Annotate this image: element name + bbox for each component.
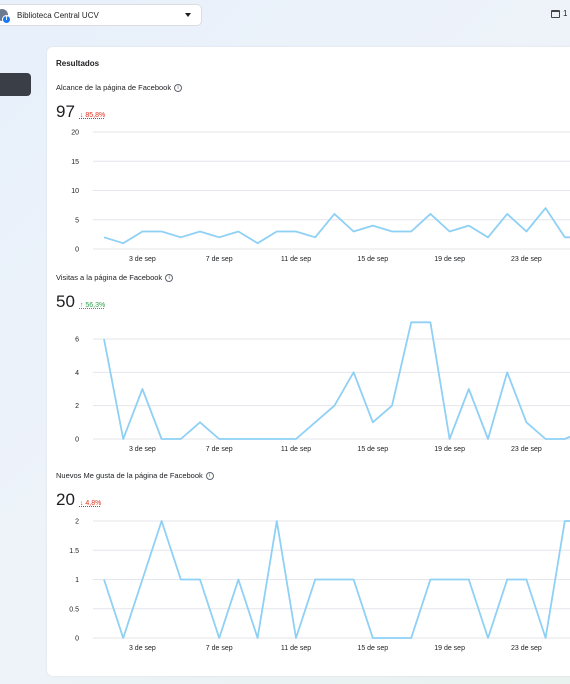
likes-metric-value: 20 ↓ 4,8% <box>56 490 101 510</box>
visits-chart: 0 2 4 6 3 de sep 7 de sep 11 de sep 15 de sep 19… <box>75 321 570 453</box>
x-tick-label: 3 de sep <box>129 256 156 263</box>
likes-metric-label: Nuevos Me gusta de la página de Facebook… <box>56 471 214 480</box>
y-tick-label: 0 <box>75 437 79 444</box>
visits-metric-label: Visitas a la página de Facebook i <box>56 273 174 282</box>
reach-metric-value: 97 ↓ 85,8% <box>56 102 105 122</box>
visits-delta: ↑ 56,3% <box>79 302 106 309</box>
likes-value: 20 <box>56 490 75 509</box>
info-icon[interactable]: i <box>174 83 183 92</box>
date-range-label: 1 <box>563 9 568 18</box>
y-tick-label: 0.5 <box>69 606 79 613</box>
x-tick-label: 19 de sep <box>434 645 465 652</box>
x-tick-label: 7 de sep <box>206 256 233 263</box>
reach-delta: ↓ 85,8% <box>79 112 106 119</box>
x-tick-label: 3 de sep <box>129 645 156 652</box>
top-bar: f Biblioteca Central UCV 1 <box>0 0 570 36</box>
card-title: Resultados <box>56 59 100 68</box>
calendar-icon <box>551 9 560 18</box>
reach-label-text: Alcance de la página de Facebook <box>56 83 172 92</box>
reach-delta-text: 85,8% <box>85 112 106 119</box>
y-tick-label: 5 <box>75 217 79 224</box>
x-tick-label: 19 de sep <box>434 446 465 453</box>
likes-chart: 00.511.523 de sep 7 de sep 11 de sep 15 de … <box>69 519 570 652</box>
series-line <box>103 321 570 440</box>
x-tick-label: 23 de sep <box>511 256 542 263</box>
x-tick-label: 15 de sep <box>357 256 388 263</box>
date-range-button[interactable]: 1 <box>551 9 567 18</box>
y-tick-label: 15 <box>71 159 79 166</box>
y-tick-label: 2 <box>75 519 79 526</box>
likes-label-text: Nuevos Me gusta de la página de Facebook <box>56 471 203 480</box>
likes-delta-text: 4,8% <box>85 500 102 507</box>
sidebar-selected-item[interactable] <box>0 73 31 96</box>
y-tick-label: 4 <box>75 370 79 377</box>
visits-value: 50 <box>56 292 75 311</box>
visits-delta-text: 56,3% <box>85 302 106 309</box>
y-tick-label: 6 <box>75 337 79 344</box>
chevron-down-icon <box>185 13 191 17</box>
reach-chart: 0 5 10 15 20 3 de sep 7 de sep 11 de sep 15 de s… <box>71 130 570 263</box>
reach-value: 97 <box>56 102 75 121</box>
x-tick-label: 7 de sep <box>206 446 233 453</box>
page-avatar-icon: f <box>0 9 11 24</box>
x-tick-label: 7 de sep <box>206 645 233 652</box>
y-tick-label: 0 <box>75 636 79 643</box>
series-line <box>103 207 570 245</box>
x-tick-label: 23 de sep <box>511 645 542 652</box>
visits-label-text: Visitas a la página de Facebook <box>56 273 163 282</box>
x-tick-label: 11 de sep <box>281 256 311 263</box>
info-icon[interactable]: i <box>205 471 214 480</box>
reach-metric-label: Alcance de la página de Facebook i <box>56 83 183 92</box>
y-tick-label: 1.5 <box>69 548 79 555</box>
x-tick-label: 11 de sep <box>281 446 311 453</box>
x-tick-label: 15 de sep <box>357 446 388 453</box>
y-tick-label: 2 <box>75 403 79 410</box>
page-selector-dropdown[interactable]: f Biblioteca Central UCV <box>0 4 202 26</box>
x-tick-label: 19 de sep <box>434 256 465 263</box>
series-line <box>103 520 570 639</box>
x-tick-label: 3 de sep <box>129 446 156 453</box>
x-tick-label: 23 de sep <box>511 446 542 453</box>
y-tick-label: 10 <box>71 188 79 195</box>
y-tick-label: 20 <box>71 130 79 137</box>
page-selector-label: Biblioteca Central UCV <box>17 10 99 20</box>
y-tick-label: 0 <box>75 247 79 254</box>
x-tick-label: 15 de sep <box>357 645 388 652</box>
x-tick-label: 11 de sep <box>281 645 311 652</box>
visits-metric-value: 50 ↑ 56,3% <box>56 292 105 312</box>
results-card: Resultados Alcance de la página de Faceb… <box>47 47 570 676</box>
info-icon[interactable]: i <box>165 273 174 282</box>
y-tick-label: 1 <box>75 577 79 584</box>
likes-delta: ↓ 4,8% <box>79 500 102 507</box>
